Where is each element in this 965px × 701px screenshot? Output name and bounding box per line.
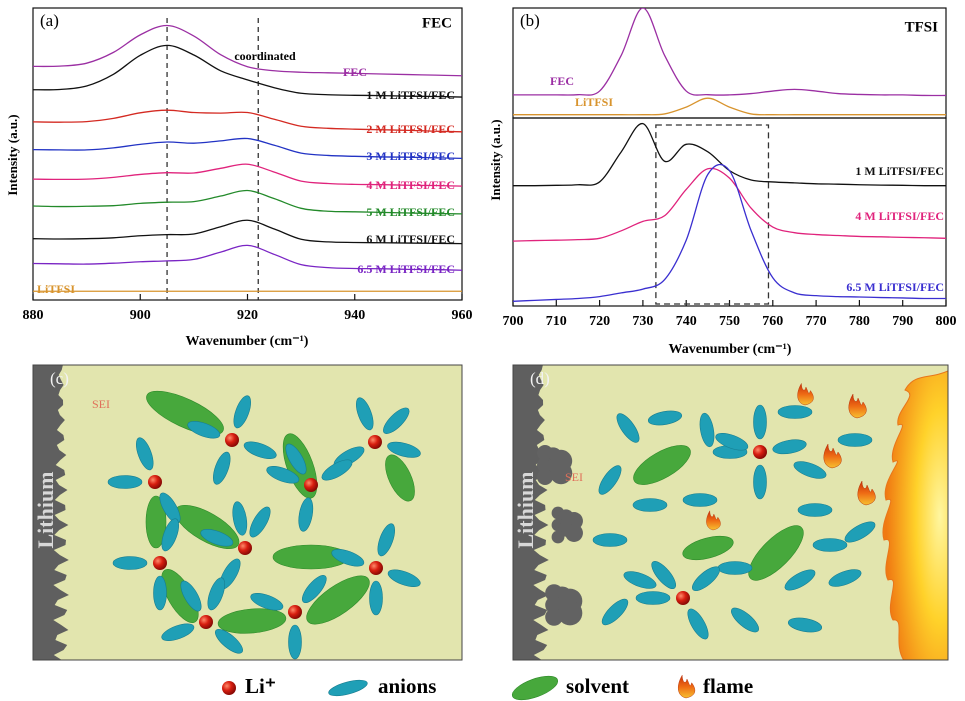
spectrum-line	[513, 168, 946, 241]
annotation: coordinated	[234, 49, 296, 63]
anion	[754, 465, 767, 499]
li-ion	[199, 615, 213, 629]
highlight-box	[656, 125, 769, 304]
anion	[327, 677, 369, 699]
series-label: LiTFSI	[575, 95, 613, 109]
series-label: 4 M LiTFSI/FEC	[855, 209, 944, 223]
legend-label: solvent	[566, 674, 629, 698]
x-tick-label: 760	[762, 314, 783, 329]
li-ion	[222, 681, 236, 695]
dendrite	[552, 531, 565, 544]
anion	[633, 499, 667, 512]
y-axis-label: Intensity (a.u.)	[488, 119, 503, 200]
anion	[798, 504, 832, 517]
panel-label: (d)	[530, 369, 550, 388]
anion	[370, 581, 383, 615]
anion	[113, 557, 147, 570]
series-label: 6.5 M LiTFSI/FEC	[357, 262, 455, 276]
anion	[754, 405, 767, 439]
x-tick-label: 730	[632, 314, 653, 329]
electrode-label: Lithium	[513, 471, 538, 548]
annotation: TFSI	[905, 19, 939, 35]
anion	[289, 625, 302, 659]
anion	[593, 534, 627, 547]
x-tick-label: 790	[892, 314, 913, 329]
sei-label: SEI	[565, 470, 583, 484]
li-ion	[238, 541, 252, 555]
x-axis-label: Wavenumber (cm⁻¹)	[669, 342, 792, 357]
sei-label: SEI	[92, 397, 110, 411]
series-label: LiTFSI	[37, 282, 75, 296]
x-tick-label: 940	[344, 308, 365, 323]
x-tick-label: 720	[589, 314, 610, 329]
schematic-d: Lithium SEI (d)	[513, 365, 950, 662]
spectrum-line	[513, 8, 946, 95]
anion	[778, 406, 812, 419]
legend-label: anions	[378, 674, 436, 698]
x-tick-label: 740	[676, 314, 697, 329]
schematic-c: Lithium SEI (c)	[33, 365, 462, 662]
series-label: FEC	[550, 74, 574, 88]
x-tick-label: 710	[546, 314, 567, 329]
anion	[718, 562, 752, 575]
series-label: 2 M LiTFSI/FEC	[366, 122, 455, 136]
y-axis-label: Intensity (a.u.)	[5, 114, 20, 195]
flame	[678, 675, 695, 698]
anion	[683, 494, 717, 507]
dendrite	[565, 524, 583, 542]
legend: Li⁺ anions solvent flame	[222, 671, 753, 701]
dendrite	[537, 469, 553, 485]
series-label: FEC	[343, 65, 367, 79]
series-label: 4 M LiTFSI/FEC	[366, 178, 455, 192]
x-tick-label: 880	[23, 308, 44, 323]
figure: 880 900 920 940 960 FEC 1 M LiTFSI/FEC 2 M LiTF…	[0, 0, 965, 701]
series-label: 3 M LiTFSI/FEC	[366, 149, 455, 163]
panel-label: (b)	[520, 11, 540, 30]
solvent	[509, 671, 560, 701]
anion	[813, 539, 847, 552]
li-ion	[304, 478, 318, 492]
anion	[838, 434, 872, 447]
panel-label: (c)	[50, 369, 69, 388]
anion	[636, 592, 670, 605]
x-tick-label: 750	[719, 314, 740, 329]
charts: 880 900 920 940 960 FEC 1 M LiTFSI/FEC 2 M LiTF…	[5, 8, 957, 357]
x-tick-label: 780	[849, 314, 870, 329]
annotation: FEC	[422, 15, 452, 31]
li-ion	[368, 435, 382, 449]
series-label: 1 M LiTFSI/FEC	[366, 88, 455, 102]
li-ion	[288, 605, 302, 619]
x-tick-label: 800	[936, 314, 957, 329]
li-ion	[148, 475, 162, 489]
anion	[154, 576, 167, 610]
legend-label: flame	[703, 674, 753, 698]
legend-label: Li⁺	[245, 674, 276, 698]
series-label: 6.5 M LiTFSI/FEC	[846, 280, 944, 294]
electrode-label: Lithium	[33, 471, 58, 548]
x-tick-label: 920	[237, 308, 258, 323]
x-tick-label: 700	[503, 314, 524, 329]
series-label: 5 M LiTFSI/FEC	[366, 205, 455, 219]
li-ion	[225, 433, 239, 447]
li-ion	[753, 445, 767, 459]
x-axis-label: Wavenumber (cm⁻¹)	[186, 334, 309, 349]
li-ion	[676, 591, 690, 605]
x-tick-label: 900	[130, 308, 151, 323]
li-ion	[153, 556, 167, 570]
series-label: 6 M LiTFSI/FEC	[366, 232, 455, 246]
dendrite	[545, 608, 563, 626]
x-tick-label: 770	[806, 314, 827, 329]
li-ion	[369, 561, 383, 575]
x-tick-label: 960	[452, 308, 473, 323]
series-label: 1 M LiTFSI/FEC	[855, 164, 944, 178]
anion	[108, 476, 142, 489]
panel-label: (a)	[40, 11, 59, 30]
